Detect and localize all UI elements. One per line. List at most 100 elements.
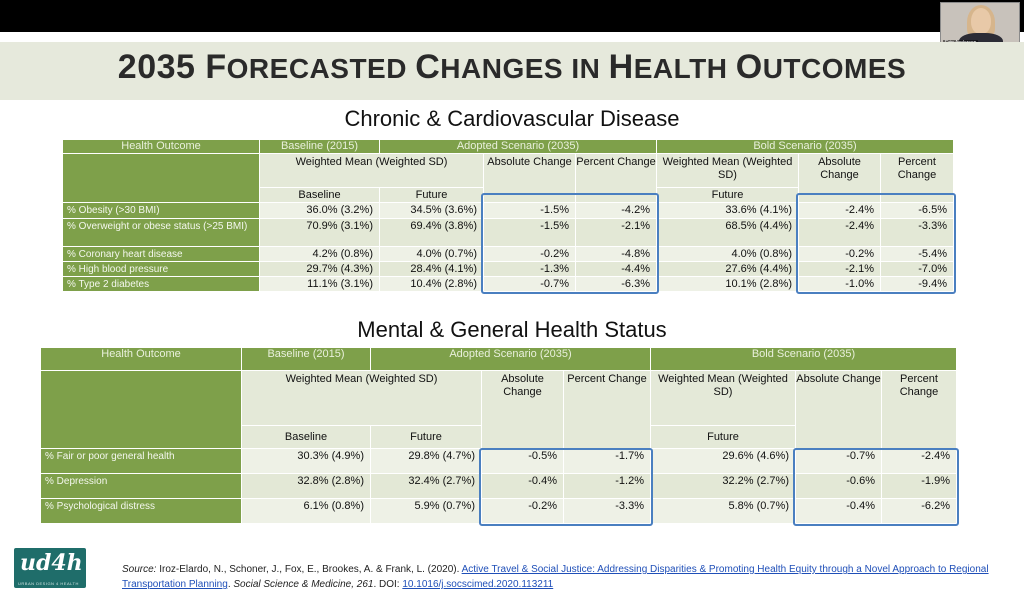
- cell-future: 4.0% (0.7%): [380, 247, 483, 261]
- source-authors: Iroz-Elardo, N., Schoner, J., Fox, E., B…: [156, 564, 462, 575]
- sub-future: Future: [380, 188, 483, 202]
- cell-bold-percent-change: -5.4%: [881, 247, 953, 261]
- sub-future: Future: [371, 426, 481, 448]
- sub-bold-percent-change: Percent Change: [882, 371, 956, 448]
- cell-bold-weighted-mean: 29.6% (4.6%): [651, 449, 795, 473]
- row-label: % Obesity (>30 BMI): [63, 203, 259, 218]
- logo-tagline: URBAN DESIGN 4 HEALTH: [18, 581, 79, 586]
- cell-bold-absolute-change: -2.1%: [799, 262, 880, 276]
- row-label: % Type 2 diabetes: [63, 277, 259, 291]
- cell-bold-weighted-mean: 4.0% (0.8%): [657, 247, 798, 261]
- title-part: ORECASTED: [226, 53, 416, 84]
- logo-mark: ud4h: [20, 550, 83, 576]
- cell-bold-absolute-change: -0.4%: [796, 499, 881, 523]
- header-bold: Bold Scenario (2035): [651, 348, 956, 370]
- cell-percent-change: -3.3%: [564, 499, 650, 523]
- title-part: EALTH: [633, 53, 736, 84]
- header-baseline: Baseline (2015): [260, 140, 379, 153]
- cell-absolute-change: -1.5%: [484, 219, 575, 246]
- row-label: % Overweight or obese status (>25 BMI): [63, 219, 259, 246]
- cell-bold-weighted-mean: 10.1% (2.8%): [657, 277, 798, 291]
- cell-bold-percent-change: -3.3%: [881, 219, 953, 246]
- source-prefix: Source:: [122, 564, 157, 575]
- title-part: O: [735, 48, 763, 86]
- cell-absolute-change: -0.4%: [482, 474, 563, 498]
- cell-percent-change: -4.8%: [576, 247, 656, 261]
- cell-bold-absolute-change: -0.2%: [799, 247, 880, 261]
- row-label: % Depression: [41, 474, 241, 498]
- cell-bold-percent-change: -6.2%: [882, 499, 956, 523]
- cell-absolute-change: -0.5%: [482, 449, 563, 473]
- cell-absolute-change: -1.5%: [484, 203, 575, 218]
- cell-absolute-change: -1.3%: [484, 262, 575, 276]
- title-band: [0, 42, 1024, 100]
- cell-percent-change: -1.2%: [564, 474, 650, 498]
- sub-bold-future: Future: [657, 188, 798, 202]
- cell-bold-weighted-mean: 5.8% (0.7%): [651, 499, 795, 523]
- section-title-chronic: Chronic & Cardiovascular Disease: [344, 106, 680, 131]
- cell-bold-absolute-change: -0.7%: [796, 449, 881, 473]
- cell-absolute-change: -0.7%: [484, 277, 575, 291]
- cell-future: 69.4% (3.8%): [380, 219, 483, 246]
- sub-absolute-change: Absolute Change: [484, 154, 575, 202]
- source-doi-label: . DOI:: [373, 579, 403, 590]
- cell-percent-change: -1.7%: [564, 449, 650, 473]
- sub-percent-change: Percent Change: [576, 154, 656, 202]
- header-adopted: Adopted Scenario (2035): [380, 140, 656, 153]
- ud4h-logo: ud4h URBAN DESIGN 4 HEALTH: [14, 548, 86, 588]
- cell-absolute-change: -0.2%: [482, 499, 563, 523]
- meeting-top-bar: [0, 0, 1024, 32]
- header-health-outcome: Health Outcome: [63, 140, 259, 153]
- cell-absolute-change: -0.2%: [484, 247, 575, 261]
- cell-percent-change: -6.3%: [576, 277, 656, 291]
- title-part: H: [608, 48, 634, 86]
- cell-bold-weighted-mean: 27.6% (4.4%): [657, 262, 798, 276]
- cell-baseline: 70.9% (3.1%): [260, 219, 379, 246]
- cell-baseline: 4.2% (0.8%): [260, 247, 379, 261]
- sub-absolute-change: Absolute Change: [482, 371, 563, 448]
- title-part: UTCOMES: [762, 53, 907, 84]
- cell-bold-percent-change: -6.5%: [881, 203, 953, 218]
- sub-bold-future: Future: [651, 426, 795, 448]
- cell-baseline: 11.1% (3.1%): [260, 277, 379, 291]
- cell-bold-weighted-mean: 68.5% (4.4%): [657, 219, 798, 246]
- source-journal: Social Science & Medicine, 261: [233, 579, 374, 590]
- sub-bold-absolute-change: Absolute Change: [799, 154, 880, 202]
- source-period: .: [227, 579, 234, 590]
- cell-future: 32.4% (2.7%): [371, 474, 481, 498]
- sub-bold-weighted-mean: Weighted Mean (Weighted SD): [657, 154, 798, 187]
- cell-future: 34.5% (3.6%): [380, 203, 483, 218]
- cell-bold-absolute-change: -1.0%: [799, 277, 880, 291]
- slide-title: 2035 FORECASTED CHANGES IN HEALTH OUTCOM…: [0, 48, 1024, 87]
- cell-baseline: 29.7% (4.3%): [260, 262, 379, 276]
- cell-future: 10.4% (2.8%): [380, 277, 483, 291]
- cell-bold-absolute-change: -2.4%: [799, 203, 880, 218]
- title-part: HANGES IN: [440, 53, 609, 84]
- cell-bold-absolute-change: -2.4%: [799, 219, 880, 246]
- sub-baseline: Baseline: [260, 188, 379, 202]
- cell-bold-weighted-mean: 33.6% (4.1%): [657, 203, 798, 218]
- source-title-link[interactable]: Active Travel & Social Justice: Addressi…: [122, 564, 989, 590]
- header-bold: Bold Scenario (2035): [657, 140, 953, 153]
- header-baseline: Baseline (2015): [242, 348, 370, 370]
- sub-baseline: Baseline: [242, 426, 370, 448]
- header-adopted: Adopted Scenario (2035): [371, 348, 650, 370]
- header-health-outcome: Health Outcome: [41, 348, 241, 370]
- cell-baseline: 30.3% (4.9%): [242, 449, 370, 473]
- cell-baseline: 36.0% (3.2%): [260, 203, 379, 218]
- sub-weighted-mean: Weighted Mean (Weighted SD): [242, 371, 481, 425]
- source-doi-link[interactable]: 10.1016/j.socscimed.2020.113211: [402, 579, 554, 590]
- cell-bold-weighted-mean: 32.2% (2.7%): [651, 474, 795, 498]
- row-label: % Coronary heart disease: [63, 247, 259, 261]
- sub-bold-weighted-mean: Weighted Mean (Weighted SD): [651, 371, 795, 425]
- header-outcome-fill: [41, 371, 241, 448]
- sub-percent-change: Percent Change: [564, 371, 650, 448]
- cell-future: 28.4% (4.1%): [380, 262, 483, 276]
- row-label: % Psychological distress: [41, 499, 241, 523]
- source-citation: Source: Iroz-Elardo, N., Schoner, J., Fo…: [122, 562, 1002, 592]
- cell-percent-change: -4.4%: [576, 262, 656, 276]
- cell-future: 5.9% (0.7%): [371, 499, 481, 523]
- header-outcome-fill: [63, 154, 259, 202]
- sub-weighted-mean: Weighted Mean (Weighted SD): [260, 154, 483, 187]
- cell-bold-percent-change: -2.4%: [882, 449, 956, 473]
